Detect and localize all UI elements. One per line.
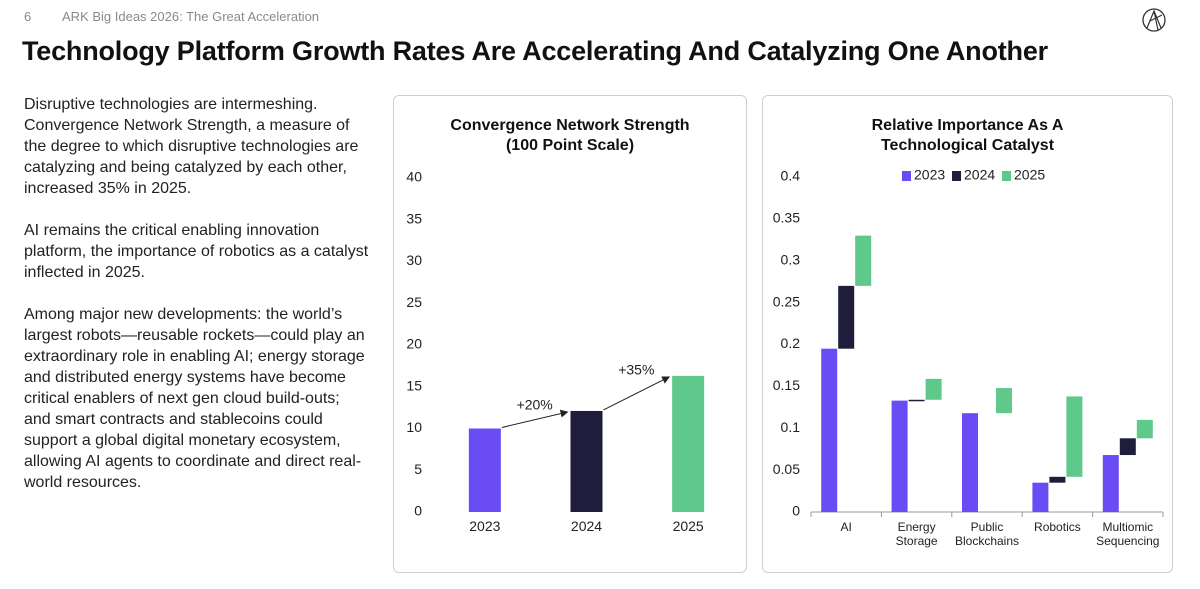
legend-label: 2023 (914, 167, 945, 183)
y-tick-label: 0.25 (773, 293, 800, 309)
annotation: +20% (517, 397, 553, 413)
x-tick-label: 2023 (469, 518, 501, 534)
body-text: Disruptive technologies are intermeshing… (24, 94, 369, 514)
growth-arrow (603, 376, 671, 411)
y-tick-label: 5 (414, 461, 422, 477)
chart-title: (100 Point Scale) (506, 137, 634, 154)
x-tick-label: 2024 (570, 518, 603, 534)
bar-segment (1102, 455, 1119, 512)
legend-swatch (952, 171, 961, 181)
paragraph: Among major new developments: the world’… (24, 306, 365, 491)
bar (468, 428, 501, 512)
y-tick-label: 15 (406, 377, 422, 393)
legend-swatch (902, 171, 911, 181)
bar-segment (1066, 396, 1083, 477)
y-tick-label: 10 (406, 419, 422, 435)
y-tick-label: 40 (406, 169, 422, 185)
x-tick-label: AI (840, 520, 852, 534)
bar-segment (1032, 482, 1049, 512)
logo (1142, 8, 1166, 32)
chart-panel: Relative Importance As A Technological Ca… (762, 95, 1173, 573)
bar (672, 375, 705, 512)
y-tick-label: 30 (406, 252, 422, 268)
y-tick-label: 20 (406, 336, 422, 352)
growth-arrow (501, 409, 569, 428)
x-tick-label: Robotics (1034, 520, 1081, 534)
bar-segment (1119, 438, 1136, 456)
chart-title: Relative Importance As A (872, 117, 1064, 134)
x-tick-label: 2025 (672, 518, 704, 534)
bar-segment (962, 413, 978, 512)
x-tick-label: Public Blockchains (954, 520, 1020, 548)
bar-segment (1049, 476, 1066, 483)
legend-label: 2025 (1014, 167, 1045, 183)
deck-title: ARK Big Ideas 2026: The Great Accelerati… (62, 9, 320, 24)
bar-segment (925, 378, 942, 400)
y-tick-label: 0 (414, 503, 422, 519)
y-tick-label: 0.15 (773, 377, 800, 393)
paragraph: AI remains the critical enabling innovat… (24, 222, 369, 281)
bar (570, 410, 603, 512)
x-tick-label: Multiomic Sequencing (1096, 520, 1160, 548)
y-tick-label: 35 (406, 210, 422, 226)
chart-title: Convergence Network Strength (450, 117, 689, 134)
y-tick-label: 0.3 (781, 251, 801, 267)
bar-segment (838, 285, 855, 349)
x-tick-label: Energy Storage (895, 520, 938, 548)
bar-segment (855, 235, 872, 286)
paragraph: Disruptive technologies are intermeshing… (24, 96, 359, 197)
chart: Convergence Network Strength (100 Point S… (406, 117, 705, 519)
y-tick-label: 25 (406, 294, 422, 310)
chart: Relative Importance As A Technological Ca… (773, 117, 1164, 519)
annotation: +35% (618, 362, 654, 378)
legend-swatch (1002, 171, 1011, 181)
bar-segment (908, 399, 925, 402)
slide-title: Technology Platform Growth Rates Are Acc… (22, 36, 1048, 66)
page-number: 6 (24, 9, 32, 24)
y-tick-label: 0.2 (781, 335, 801, 351)
legend-label: 2024 (964, 167, 995, 183)
bar-segment (891, 400, 908, 512)
y-tick-label: 0.1 (781, 419, 801, 435)
y-tick-label: 0.05 (773, 461, 800, 477)
y-tick-label: 0.4 (781, 168, 801, 184)
chart-title: Technological Catalyst (881, 137, 1055, 154)
y-tick-label: 0.35 (773, 210, 800, 226)
bar-segment (1136, 419, 1153, 439)
bar-segment (996, 388, 1012, 414)
bar-segment (821, 348, 838, 512)
y-tick-label: 0 (792, 503, 800, 519)
chart-panel: Convergence Network Strength (100 Point S… (393, 95, 747, 573)
